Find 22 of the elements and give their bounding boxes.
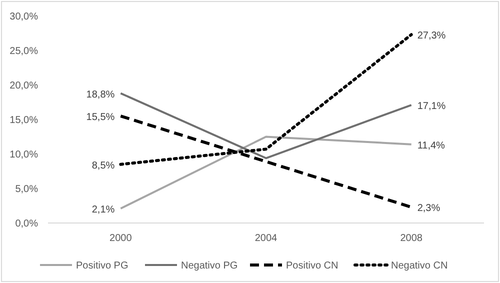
y-tick-label: 5,0% [15, 184, 38, 195]
legend-label: Negativo CN [391, 260, 448, 272]
x-tick-label: 2004 [254, 233, 278, 244]
data-label: 8,5% [92, 160, 115, 172]
y-tick-label: 20,0% [10, 80, 38, 92]
data-label: 17,1% [417, 101, 446, 112]
legend-label: Positivo CN [286, 260, 338, 272]
x-tick-label: 2000 [110, 233, 132, 244]
y-tick-label: 0,0% [15, 218, 38, 230]
y-tick-label: 25,0% [10, 46, 38, 57]
y-tick-label: 30,0% [10, 12, 38, 22]
data-label: 11,4% [417, 140, 446, 152]
legend-label: Positivo PG [76, 260, 128, 272]
x-tick-label: 2008 [400, 233, 423, 244]
data-label: 27,3% [417, 30, 446, 42]
data-label: 15,5% [86, 112, 115, 124]
data-label: 18,8% [86, 89, 115, 100]
data-label: 2,1% [92, 204, 115, 216]
legend-label: Negativo PG [181, 260, 238, 272]
data-label: 2,3% [417, 203, 440, 214]
y-tick-label: 10,0% [10, 150, 38, 160]
y-tick-label: 15,0% [10, 115, 38, 126]
